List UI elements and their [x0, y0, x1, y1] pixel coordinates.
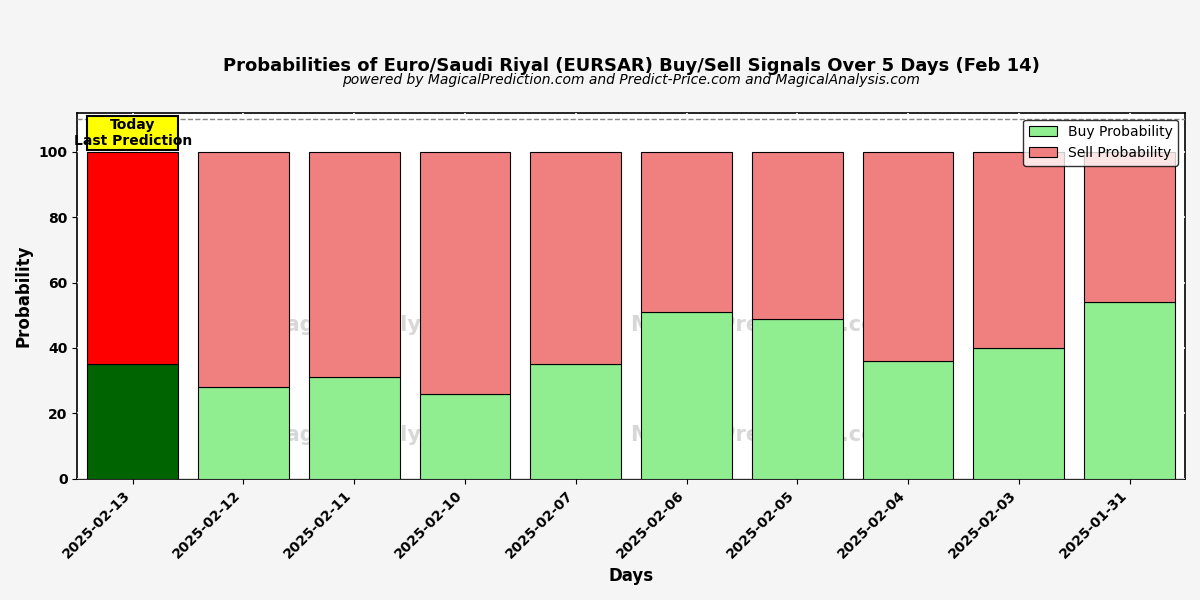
Bar: [420, 152, 510, 394]
Text: MagicalPrediction.com: MagicalPrediction.com: [630, 425, 898, 445]
Bar: [308, 152, 400, 377]
Bar: [863, 361, 954, 479]
Text: MagicalAnalysis.com: MagicalAnalysis.com: [265, 315, 510, 335]
Text: powered by MagicalPrediction.com and Predict-Price.com and MagicalAnalysis.com: powered by MagicalPrediction.com and Pre…: [342, 73, 920, 87]
X-axis label: Days: Days: [608, 567, 654, 585]
FancyBboxPatch shape: [88, 116, 178, 150]
Bar: [420, 394, 510, 479]
Legend: Buy Probability, Sell Probability: Buy Probability, Sell Probability: [1024, 119, 1178, 166]
Y-axis label: Probability: Probability: [14, 244, 32, 347]
Bar: [641, 312, 732, 479]
Bar: [198, 387, 289, 479]
Bar: [752, 319, 842, 479]
Bar: [973, 348, 1064, 479]
Bar: [973, 152, 1064, 348]
Title: Probabilities of Euro/Saudi Riyal (EURSAR) Buy/Sell Signals Over 5 Days (Feb 14): Probabilities of Euro/Saudi Riyal (EURSA…: [223, 57, 1039, 75]
Bar: [530, 364, 622, 479]
Bar: [88, 364, 178, 479]
Text: MagicalPrediction.com: MagicalPrediction.com: [630, 315, 898, 335]
Bar: [1084, 302, 1175, 479]
Bar: [641, 152, 732, 312]
Bar: [752, 152, 842, 319]
Bar: [530, 152, 622, 364]
Bar: [88, 152, 178, 364]
Text: Today
Last Prediction: Today Last Prediction: [73, 118, 192, 148]
Text: MagicalAnalysis.com: MagicalAnalysis.com: [265, 425, 510, 445]
Bar: [1084, 152, 1175, 302]
Bar: [863, 152, 954, 361]
Bar: [308, 377, 400, 479]
Bar: [198, 152, 289, 387]
